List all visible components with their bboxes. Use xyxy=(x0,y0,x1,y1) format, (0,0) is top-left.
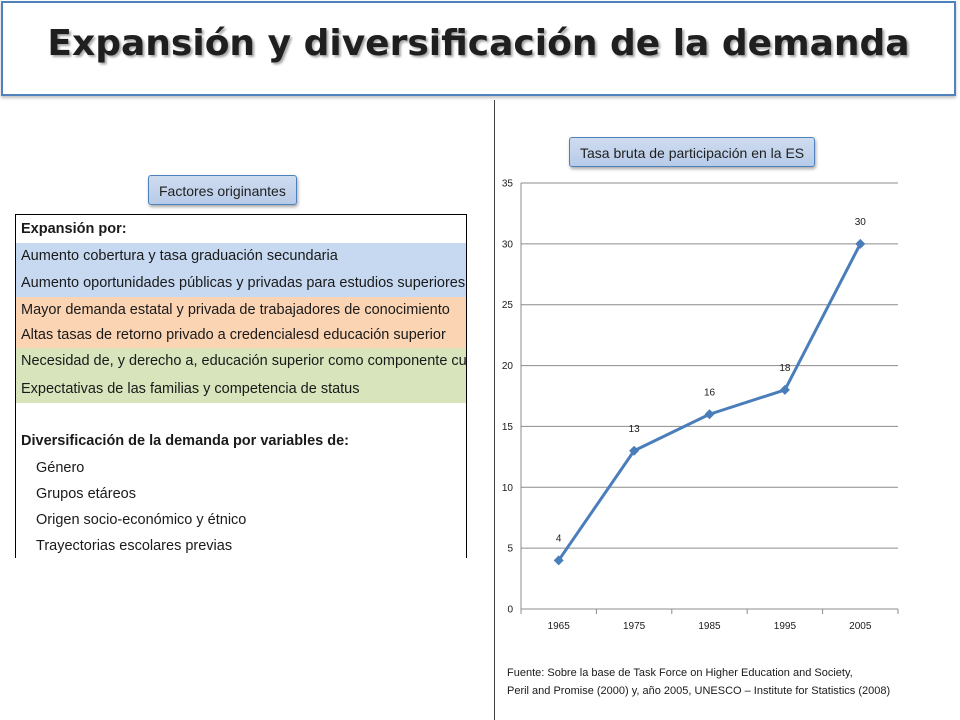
y-tick-label: 10 xyxy=(502,483,514,494)
x-tick-label: 1995 xyxy=(774,621,797,632)
data-label: 4 xyxy=(556,533,562,544)
factor-row: Diversificación de la demanda por variab… xyxy=(16,428,466,455)
data-point xyxy=(629,445,640,456)
y-tick-label: 20 xyxy=(502,361,514,372)
data-label: 16 xyxy=(704,387,716,398)
source-line-1: Fuente: Sobre la base de Task Force on H… xyxy=(507,667,853,679)
data-point xyxy=(855,238,866,249)
series-line xyxy=(557,243,862,562)
source-line-2: Peril and Promise (2000) y, año 2005, UN… xyxy=(507,685,891,697)
source-note: Fuente: Sobre la base de Task Force on H… xyxy=(507,664,890,700)
x-tick-label: 1965 xyxy=(548,621,571,632)
y-tick-label: 30 xyxy=(502,239,514,250)
title-banner: Expansión y diversificación de la demand… xyxy=(1,1,956,96)
factor-row xyxy=(16,403,466,428)
factor-row: Necesidad de, y derecho a, educación sup… xyxy=(16,348,466,375)
factor-row: Mayor demanda estatal y privada de traba… xyxy=(16,297,466,323)
factor-row: Altas tasas de retorno privado a credenc… xyxy=(16,323,466,348)
x-tick-label: 1975 xyxy=(623,621,646,632)
data-label: 13 xyxy=(629,424,641,435)
factor-row: Expectativas de las familias y competenc… xyxy=(16,375,466,403)
factor-row: Grupos etáreos xyxy=(16,481,466,507)
participation-chart: 0 5 10 15 20 25 30 35 1965 1975 1985 1995 2005 4 13 16 1… xyxy=(502,179,899,632)
data-label: 30 xyxy=(855,217,867,228)
y-tick-label: 35 xyxy=(502,179,514,190)
factors-table: Expansión por: Aumento cobertura y tasa g… xyxy=(15,214,467,559)
x-tick-label: 2005 xyxy=(849,621,872,632)
data-point xyxy=(553,555,564,566)
factor-row: Origen socio-económico y étnico xyxy=(16,507,466,533)
factor-row: Género xyxy=(16,455,466,481)
y-tick-label: 0 xyxy=(507,605,513,616)
y-tick-label: 5 xyxy=(507,544,513,555)
page-title: Expansión y diversificación de la demand… xyxy=(47,23,910,64)
factor-row: Expansión por: xyxy=(16,215,466,243)
data-point xyxy=(779,384,790,395)
panel-divider xyxy=(494,100,495,720)
data-label: 18 xyxy=(779,363,791,374)
factor-row: Trayectorias escolares previas xyxy=(16,533,466,559)
y-tick-label: 15 xyxy=(502,422,514,433)
data-point xyxy=(704,409,715,420)
chart-label: Tasa bruta de participación en la ES xyxy=(569,137,816,167)
factors-label: Factores originantes xyxy=(148,175,297,205)
factor-row: Aumento oportunidades públicas y privada… xyxy=(16,270,466,297)
y-tick-label: 25 xyxy=(502,300,514,311)
factor-row: Aumento cobertura y tasa graduación secu… xyxy=(16,243,466,270)
x-tick-label: 1985 xyxy=(698,621,721,632)
